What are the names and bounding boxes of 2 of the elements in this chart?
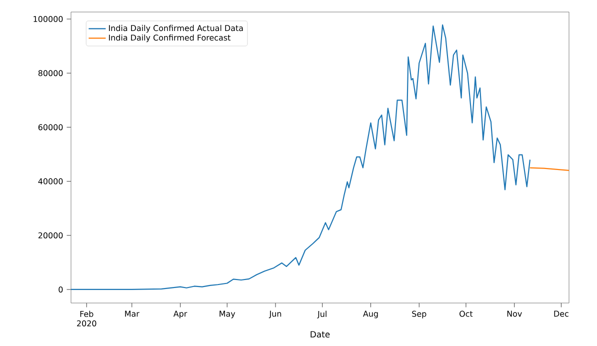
x-axis-title: Date [310, 331, 330, 338]
line-series [71, 24, 531, 290]
